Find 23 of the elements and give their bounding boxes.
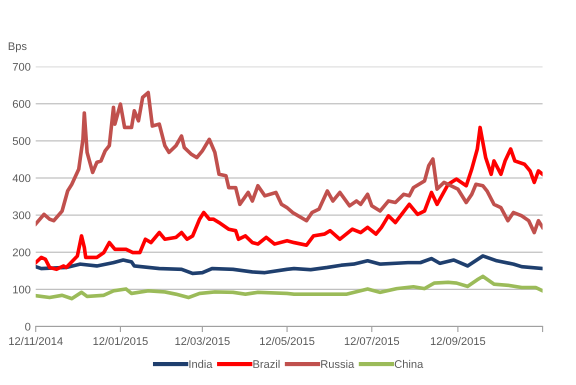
- y-tick-label: 0: [25, 322, 30, 331]
- y-tick-label: 100: [13, 286, 30, 294]
- x-tick-label: 12/07/2015: [344, 336, 400, 346]
- line-series: [36, 274, 543, 300]
- legend-label: Russia: [321, 360, 354, 368]
- y-tick-label: 500: [12, 137, 30, 145]
- y-tick-label: 700: [12, 62, 30, 71]
- y-tick-label: 400: [12, 174, 30, 182]
- y-tick-label: 600: [12, 100, 30, 108]
- x-tick-label: 12/01/2015: [93, 336, 148, 346]
- line-series: [36, 90, 543, 234]
- y-tick-label: 300: [12, 211, 30, 220]
- x-tick-label: 12/05/2015: [260, 336, 314, 346]
- x-tick-label: 12/09/2015: [430, 336, 486, 346]
- legend-label: India: [189, 360, 212, 368]
- line-series: [36, 126, 543, 272]
- x-tick-label: 12/03/2015: [175, 336, 230, 346]
- legend-label: Brazil: [253, 360, 280, 368]
- legend-label: China: [394, 360, 424, 368]
- x-tick-label: 12/11/2014: [9, 336, 63, 346]
- line-series: [36, 254, 543, 276]
- y-tick-label: 200: [12, 248, 30, 256]
- y-axis-title: Bps: [8, 42, 27, 52]
